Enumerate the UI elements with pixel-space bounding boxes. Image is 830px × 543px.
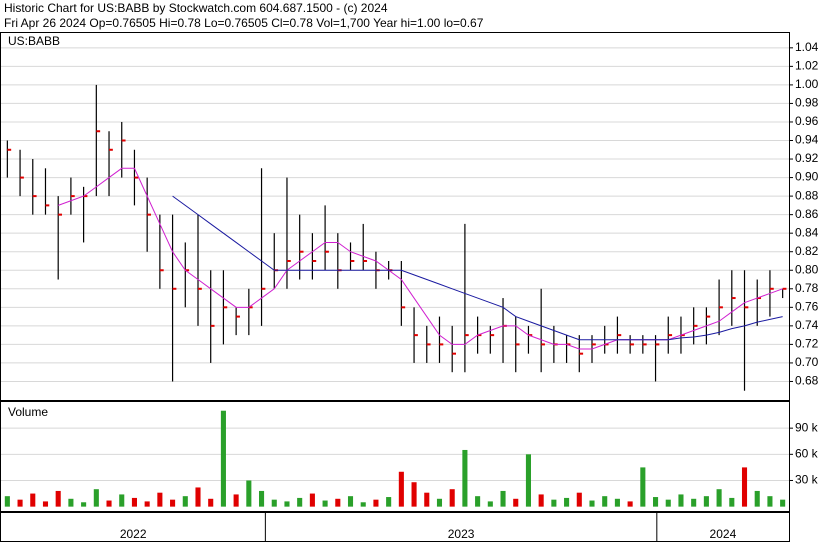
- volume-bar: [729, 497, 735, 507]
- volume-bar: [335, 498, 341, 507]
- volume-bar: [411, 482, 417, 507]
- volume-bar: [4, 496, 10, 507]
- volume-bar: [157, 492, 163, 507]
- volume-bar: [475, 496, 481, 507]
- volume-bar: [780, 499, 786, 507]
- volume-bar: [271, 499, 277, 507]
- volume-bar: [398, 471, 404, 507]
- volume-bar: [220, 410, 226, 507]
- y-tick-label: 0.76: [795, 299, 819, 313]
- y-tick-label: 0.74: [795, 318, 819, 332]
- volume-bar: [691, 498, 697, 507]
- volume-bar: [462, 449, 468, 507]
- volume-bar: [767, 496, 773, 507]
- volume-bar: [653, 497, 659, 507]
- volume-bar: [487, 501, 493, 507]
- y-tick-label: 1.00: [795, 77, 819, 91]
- x-year-label: 2022: [120, 527, 147, 541]
- volume-bar: [716, 489, 722, 507]
- y-tick-label: 0.68: [795, 374, 819, 388]
- volume-bar: [576, 492, 582, 507]
- volume-bar: [119, 494, 125, 507]
- y-tick-label: 60 k: [795, 446, 819, 460]
- volume-bar: [106, 500, 112, 507]
- volume-bar: [373, 499, 379, 507]
- y-tick-label: 0.70: [795, 355, 819, 369]
- y-tick-label: 0.82: [795, 244, 819, 258]
- volume-bar: [551, 499, 557, 507]
- volume-bar: [42, 501, 49, 507]
- volume-bar: [55, 490, 61, 507]
- y-tick-label: 0.84: [795, 225, 819, 239]
- volume-bar: [538, 494, 544, 507]
- y-tick-label: 30 k: [795, 473, 819, 487]
- volume-bar: [144, 501, 150, 507]
- volume-bar: [703, 496, 709, 507]
- volume-bar: [513, 498, 519, 507]
- volume-bar: [386, 497, 392, 507]
- volume-bar: [640, 467, 646, 507]
- y-tick-label: 0.86: [795, 207, 819, 221]
- y-tick-label: 0.92: [795, 151, 819, 165]
- volume-bar: [347, 496, 354, 507]
- volume-bar: [602, 496, 608, 507]
- volume-bar: [195, 487, 201, 507]
- y-tick-label: 1.04: [795, 40, 819, 54]
- volume-bar: [297, 497, 303, 507]
- volume-bar: [30, 493, 36, 507]
- volume-bar: [93, 489, 99, 507]
- header-line2: Fri Apr 26 2024 Op=0.76505 Hi=0.78 Lo=0.…: [4, 16, 484, 30]
- volume-bar: [68, 498, 74, 507]
- volume-bar: [259, 490, 265, 507]
- volume-bar: [170, 499, 176, 507]
- volume-bar: [284, 501, 290, 507]
- y-tick-label: 0.72: [795, 337, 819, 351]
- y-tick-label: 0.94: [795, 133, 819, 147]
- volume-bar: [449, 489, 455, 507]
- volume-bar: [665, 499, 671, 507]
- x-year-label: 2024: [710, 527, 737, 541]
- volume-bar: [81, 502, 87, 507]
- volume-bar: [182, 496, 188, 507]
- y-tick-label: 0.98: [795, 96, 819, 110]
- volume-bar: [589, 500, 595, 507]
- volume-bar: [322, 500, 328, 507]
- volume-bar: [309, 493, 315, 507]
- volume-bar: [131, 497, 137, 507]
- volume-bar: [424, 492, 430, 507]
- y-tick-label: 0.96: [795, 114, 819, 128]
- volume-title: Volume: [8, 405, 48, 419]
- price-panel: [0, 32, 790, 401]
- volume-bar: [208, 498, 214, 507]
- volume-bar: [627, 501, 633, 507]
- volume-bar: [678, 494, 684, 507]
- y-tick-label: 90 k: [795, 420, 819, 434]
- volume-bar: [564, 497, 570, 507]
- volume-bar: [436, 498, 443, 507]
- volume-bar: [360, 502, 366, 507]
- price-title: US:BABB: [8, 34, 60, 48]
- x-year-label: 2023: [448, 527, 475, 541]
- volume-bar: [754, 490, 760, 507]
- y-tick-label: 0.88: [795, 188, 819, 202]
- volume-panel: [0, 401, 790, 512]
- y-tick-label: 0.90: [795, 170, 819, 184]
- y-tick-label: 0.78: [795, 281, 819, 295]
- y-tick-label: 0.80: [795, 262, 819, 276]
- volume-bar: [525, 454, 531, 507]
- volume-bar: [233, 494, 239, 507]
- volume-bar: [741, 467, 748, 507]
- y-tick-label: 1.02: [795, 59, 819, 73]
- volume-bar: [614, 498, 620, 507]
- header-line1: Historic Chart for US:BABB by Stockwatch…: [4, 1, 388, 15]
- volume-bar: [17, 499, 23, 507]
- volume-bar: [500, 490, 506, 507]
- x-axis-strip: [0, 512, 790, 542]
- volume-bar: [246, 480, 252, 507]
- moving-average: [172, 195, 783, 341]
